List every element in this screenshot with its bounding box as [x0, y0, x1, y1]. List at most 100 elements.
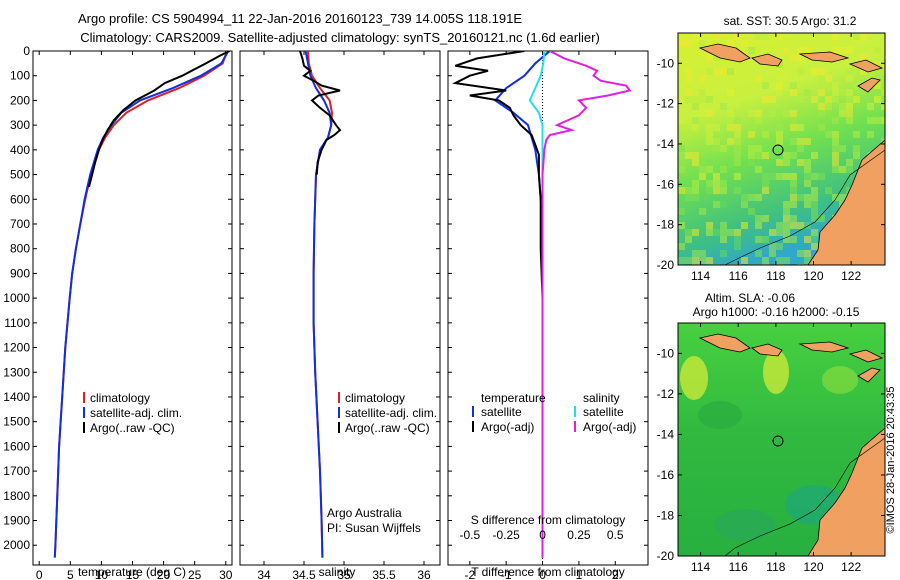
sst-pixel — [692, 89, 699, 96]
sst-pixel — [818, 82, 825, 89]
sst-pixel — [825, 96, 832, 103]
sst-pixel — [797, 194, 804, 201]
sst-pixel — [748, 110, 755, 117]
sst-pixel — [818, 124, 825, 131]
sst-pixel — [776, 229, 783, 236]
y-tick-label: 2000 — [3, 538, 30, 552]
sst-pixel — [832, 82, 839, 89]
x-tick-label: 25 — [188, 568, 202, 580]
sst-pixel — [678, 145, 685, 152]
sst-pixel — [804, 89, 811, 96]
x-tick-label: 35.5 — [372, 568, 396, 580]
sst-pixel — [699, 40, 706, 47]
map-x-tick-label: 116 — [729, 560, 748, 574]
sst-pixel — [734, 152, 741, 159]
sst-pixel — [818, 75, 825, 82]
sst-pixel — [846, 75, 853, 82]
sst-pixel — [699, 208, 706, 215]
sst-pixel — [874, 82, 881, 89]
difference-axes — [447, 50, 649, 566]
series-satellite — [53, 51, 230, 558]
sst-island-3 — [798, 51, 850, 63]
x-tick-label: 1 — [576, 568, 583, 580]
sst-pixel — [811, 187, 818, 194]
sst-island-1 — [698, 43, 751, 63]
sst-pixel — [720, 68, 727, 75]
legend-label-argo: Argo(..raw -QC) — [345, 421, 430, 435]
sst-pixel — [790, 194, 797, 201]
sst-pixel — [853, 33, 860, 40]
sst-pixel — [685, 54, 692, 61]
sst-pixel — [755, 166, 762, 173]
sst-pixel — [790, 173, 797, 180]
sst-pixel — [804, 236, 811, 243]
sst-pixel — [706, 180, 713, 187]
sst-pixel — [776, 82, 783, 89]
sst-pixel — [720, 229, 727, 236]
annotation-pi: PI: Susan Wijffels — [327, 521, 421, 535]
map-x-tick-label: 114 — [691, 560, 710, 574]
sst-pixel — [727, 117, 734, 124]
legend-label-satellite: satellite-adj. clim. — [90, 406, 182, 420]
sst-pixel — [762, 82, 769, 89]
sst-pixel — [741, 222, 748, 229]
sst-pixel — [818, 215, 825, 222]
sst-pixel — [769, 152, 776, 159]
sst-map: sat. SST: 30.5 Argo: 31.2 114 116 118 120 12… — [657, 14, 886, 283]
map-y-tick-label: -18 — [657, 218, 675, 232]
sst-pixel — [741, 257, 748, 264]
sst-pixel — [811, 201, 818, 208]
sst-pixel — [776, 33, 783, 40]
sst-pixel — [783, 159, 790, 166]
legend-label-t-argo: Argo(-adj) — [481, 420, 534, 434]
sst-pixel — [699, 47, 706, 54]
sst-pixel — [839, 145, 846, 152]
sst-pixel — [727, 229, 734, 236]
sst-pixel — [762, 131, 769, 138]
sst-pixel — [699, 173, 706, 180]
sst-pixel — [881, 89, 885, 96]
sst-pixel — [804, 138, 811, 145]
sst-pixel — [804, 47, 811, 54]
sst-pixel — [783, 173, 790, 180]
y-tick-label: 100 — [10, 69, 30, 83]
y-tick-label: 1400 — [3, 390, 30, 404]
sst-pixel — [692, 96, 699, 103]
sst-pixel — [741, 201, 748, 208]
temperature-panel: 0100200300400500600700800900100011001200… — [3, 44, 232, 580]
sst-pixel — [790, 117, 797, 124]
sst-pixel — [727, 110, 734, 117]
sst-pixel — [762, 180, 769, 187]
sst-pixel — [804, 222, 811, 229]
sst-pixel — [818, 40, 825, 47]
sst-pixel — [734, 131, 741, 138]
sst-pixel — [734, 110, 741, 117]
sst-pixel — [713, 54, 720, 61]
x-tick-label: 36 — [417, 568, 431, 580]
sst-pixel — [755, 117, 762, 124]
sst-pixel — [678, 187, 685, 194]
sst-pixel — [692, 187, 699, 194]
timestamp: ©IMOS 28-Jan-2016 20:43:35 — [885, 387, 897, 534]
y-tick-label: 1200 — [3, 341, 30, 355]
sst-pixel — [706, 166, 713, 173]
sst-pixel — [734, 124, 741, 131]
map-y-tick-label: -12 — [657, 97, 675, 111]
sst-pixel — [755, 236, 762, 243]
sst-pixel — [685, 47, 692, 54]
map-y-tick-label: -12 — [657, 387, 675, 401]
sst-pixel — [706, 68, 713, 75]
sst-pixel — [692, 250, 699, 257]
sst-pixel — [839, 166, 846, 173]
sst-pixel — [755, 215, 762, 222]
y-tick-label: 900 — [10, 266, 30, 280]
sst-pixel — [818, 173, 825, 180]
sst-pixel — [790, 222, 797, 229]
sst-pixel — [811, 152, 818, 159]
sst-pixel — [776, 124, 783, 131]
sst-pixel — [713, 145, 720, 152]
sst-pixel — [699, 110, 706, 117]
sst-pixel — [692, 257, 699, 264]
sst-pixel — [783, 257, 790, 264]
sst-pixel — [692, 194, 699, 201]
